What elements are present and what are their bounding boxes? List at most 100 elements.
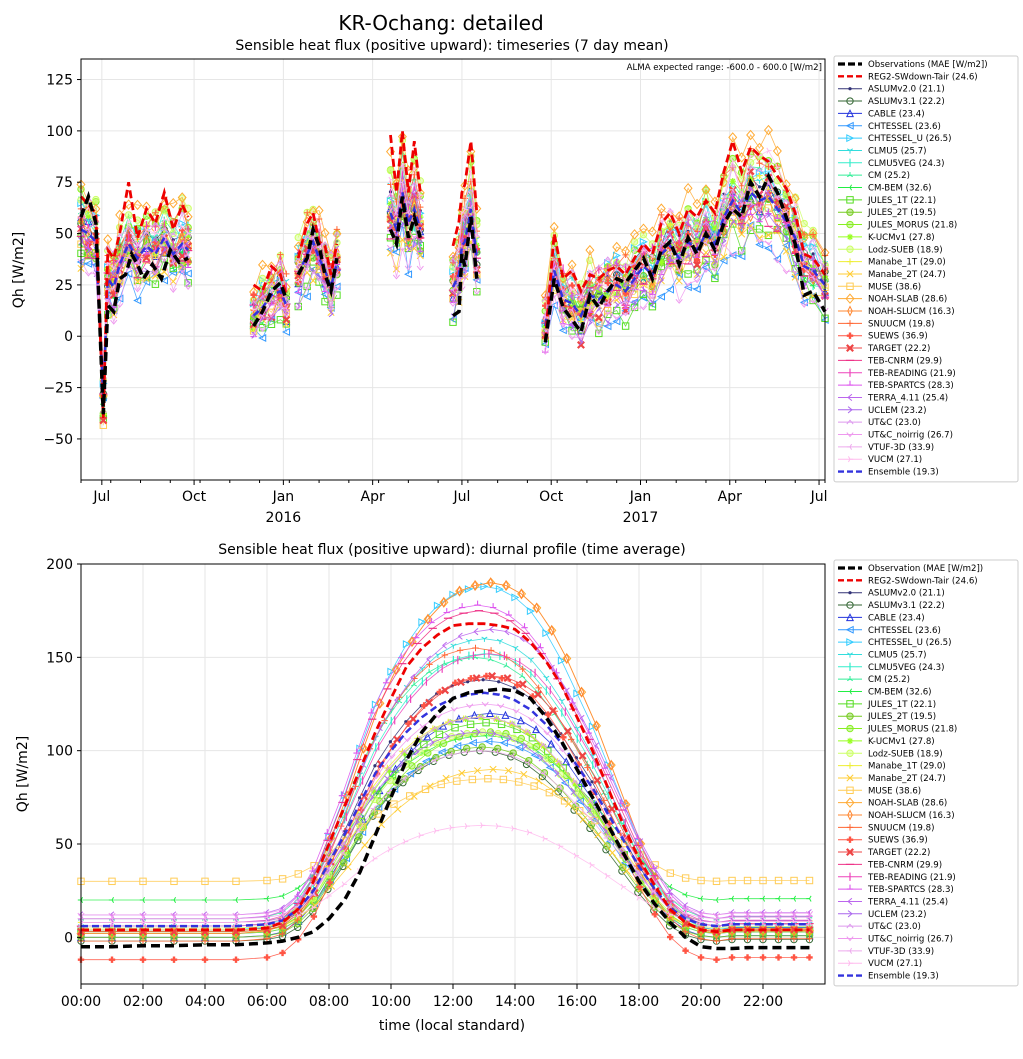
diurnal-yticks: 0 50 100 150 200 [46,557,81,946]
timeseries-point-teb-spartcs-28-3 [774,213,781,219]
timeseries-point-noah-slab-28-6 [755,142,765,154]
timeseries-point-ut-c-noirrig-26-7 [184,285,192,290]
timeseries-point-snuucm-19-8 [809,231,817,238]
timeseries-point-uclem-23-2 [406,245,412,253]
timeseries-ytick-label: 50 [55,227,73,243]
diurnal-point-aslumv2-0-21-1 [481,678,485,682]
timeseries-point-manabe-1t-29-0 [667,221,674,228]
timeseries-point-ut-c-noirrig-26-7 [568,335,576,341]
timeseries-point-ut-c-23-0 [729,162,737,168]
timeseries-point-ut-c-noirrig-26-7 [622,311,630,317]
timeseries-legend-marker [848,87,852,91]
diurnal-xticks: 00:00 02:00 04:00 06:00 08:00 10:00 12:00 14:00… [61,984,783,1010]
timeseries-point-terra-4-11-25-4 [295,263,301,271]
timeseries-point-k-ucmv1-27-8 [387,200,394,207]
timeseries-legend-label: Ensemble (19.3) [868,468,939,478]
timeseries-legend-label: TEB-CNRM (29.9) [867,356,942,366]
diurnal-point-teb-spartcs-28-3 [537,643,544,649]
timeseries-point-clmu5-25-7 [756,178,763,184]
timeseries-point-terra-4-11-25-4 [411,188,417,196]
timeseries-ylabel: Qh [W/m2] [11,232,27,308]
timeseries-point-ut-c-23-0 [386,192,395,198]
timeseries-ytick-label: 75 [55,175,73,191]
diurnal-legend-label: Manabe_1T (29.0) [868,762,946,772]
timeseries-point-manabe-1t-29-0 [756,172,763,179]
timeseries-point-jules-1t-22-1 [595,329,603,338]
timeseries-ytick-label: −25 [43,381,73,397]
timeseries-point-manabe-2t-24-7 [151,272,159,280]
diurnal-model-lines [76,577,814,963]
timeseries-panel: Sensible heat flux (positive upward): ti… [11,38,830,526]
diurnal-legend-label: MUSE (38.6) [868,786,921,796]
timeseries-point-snuucm-19-8 [658,211,665,219]
diurnal-point-suews-36-9 [790,954,798,961]
timeseries-point-ut-c-23-0 [702,220,710,226]
diurnal-point-target-22-2 [518,680,527,689]
diurnal-line-jules-2t-19-5 [81,746,810,938]
diurnal-legend-label: JULES_MORUS (21.8) [867,725,957,735]
timeseries-point-jules-1t-22-1 [782,234,791,242]
timeseries-point-snuucm-19-8 [152,209,159,216]
timeseries-point-teb-spartcs-28-3 [738,213,745,219]
timeseries-legend-label: ASLUMv3.1 (22.2) [868,97,945,107]
timeseries-point-lodz-sueb-18-9 [386,166,395,175]
timeseries-point-snuucm-19-8 [315,215,323,223]
timeseries-xtick-label: Jan [629,489,652,505]
timeseries-point-uclem-23-2 [162,245,168,253]
diurnal-xtick-label: 08:00 [309,994,349,1010]
timeseries-line-terra-4-11-25-4 [544,186,826,318]
timeseries-xtick-label: Jul [810,489,828,505]
timeseries-xticks: Jul Oct Jan Apr Jul Oct Jan Apr Jul 2016 2017 [80,480,828,526]
timeseries-point-uclem-23-2 [775,223,781,231]
timeseries-legend-label: CHTESSEL (23.6) [868,122,941,132]
timeseries-point-terra-4-11-25-4 [685,219,691,227]
timeseries-point-chtessel-u-26-5 [178,219,187,228]
diurnal-point-manabe-2t-24-7 [594,831,602,839]
timeseries-point-teb-spartcs-28-3 [143,249,150,255]
timeseries-model-lines [76,124,830,429]
diurnal-point-suews-36-9 [759,954,767,961]
timeseries-point-noah-slucm-16-3 [622,272,629,284]
figure-suptitle: KR-Ochang: detailed [338,11,543,35]
timeseries-point-teb-spartcs-28-3 [417,246,424,252]
diurnal-ytick-label: 0 [64,930,73,946]
timeseries-point-ut-c-noirrig-26-7 [541,349,549,355]
timeseries-point-noah-slab-28-6 [737,152,747,163]
timeseries-point-chtessel-23-6 [160,276,169,285]
timeseries-point-ut-c-noirrig-26-7 [327,305,335,311]
timeseries-legend-label: CHTESSEL_U (26.5) [868,134,951,144]
timeseries-point-noah-slab-28-6 [612,241,622,253]
diurnal-line-snuucm-19-8 [81,647,810,942]
timeseries-point-uclem-23-2 [388,222,394,230]
diurnal-legend-label: Ensemble (19.3) [868,972,939,982]
timeseries-line-ut-c-noirrig-26-7 [452,243,478,305]
timeseries-point-teb-spartcs-28-3 [184,262,192,268]
diurnal-point-target-22-2 [607,805,616,813]
timeseries-legend-label: Observations (MAE [W/m2]) [868,60,988,70]
timeseries-point-ut-c-noirrig-26-7 [133,287,142,293]
timeseries-ytick-label: −50 [43,432,73,448]
timeseries-point-ut-c-23-0 [604,256,612,262]
timeseries-point-noah-slab-28-6 [638,223,648,234]
timeseries-point-uclem-23-2 [721,237,727,245]
diurnal-line-target-22-2 [81,675,810,933]
timeseries-point-suews-36-9 [152,239,159,246]
timeseries-point-terra-4-11-25-4 [111,268,116,277]
timeseries-point-ut-c-noirrig-26-7 [169,288,177,293]
timeseries-legend-label: JULES_MORUS (21.8) [867,221,957,231]
timeseries-point-chtessel-23-6 [168,268,177,277]
timeseries-point-suews-36-9 [250,291,257,298]
timeseries-yticks: −50 −25 0 25 50 75 100 125 [43,73,81,448]
timeseries-point-uclem-23-2 [632,299,638,308]
timeseries-line-ut-c-noirrig-26-7 [390,236,421,277]
timeseries-point-ut-c-noirrig-26-7 [613,315,621,321]
timeseries-point-noah-slab-28-6 [763,124,773,136]
diurnal-point-suews-36-9 [170,956,178,963]
timeseries-point-uclem-23-2 [569,323,575,331]
timeseries-xtick-label: Jul [92,489,110,505]
timeseries-point-snuucm-19-8 [800,230,808,238]
timeseries-point-terra-4-11-25-4 [185,240,191,248]
timeseries-point-snuucm-19-8 [622,251,629,259]
timeseries-point-teb-spartcs-28-3 [268,300,275,306]
timeseries-legend-label: UT&C_noirrig (26.7) [868,431,953,441]
